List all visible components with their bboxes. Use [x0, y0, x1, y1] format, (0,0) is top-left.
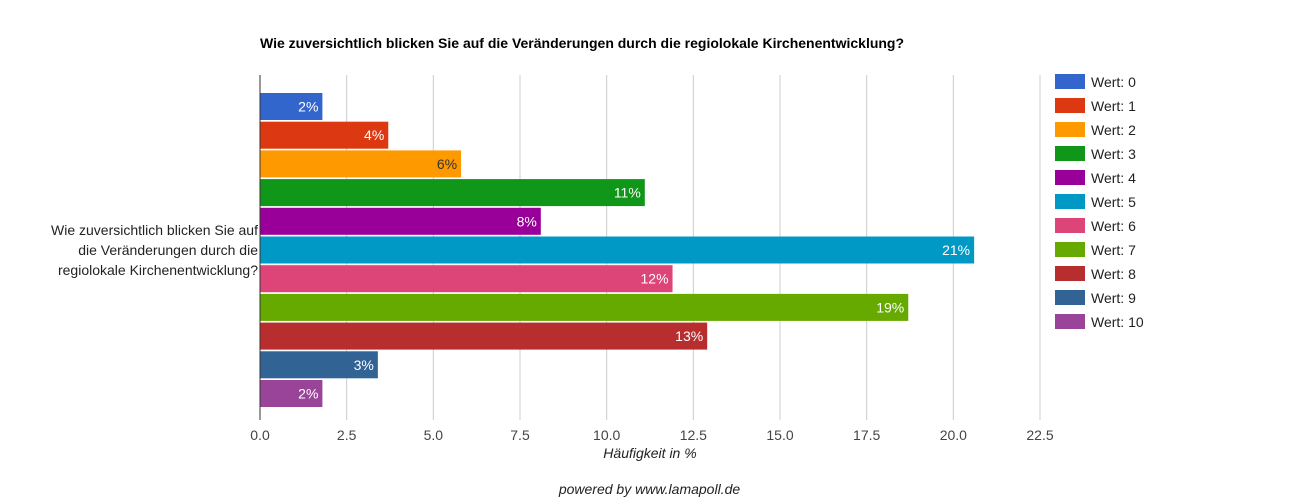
x-tick-label: 15.0: [766, 427, 793, 443]
bar-data-label: 2%: [298, 386, 318, 402]
x-tick-label: 12.5: [680, 427, 707, 443]
legend-label: Wert: 9: [1091, 290, 1136, 306]
legend-label: Wert: 4: [1091, 170, 1136, 186]
bar-data-label: 3%: [354, 357, 374, 373]
legend-swatch: [1055, 314, 1085, 329]
bar-data-label: 8%: [517, 213, 537, 229]
bar-0: [260, 93, 323, 120]
legend-label: Wert: 2: [1091, 122, 1136, 138]
bar-data-label: 4%: [364, 127, 384, 143]
bar-data-label: 12%: [641, 271, 669, 287]
powered-by-footer[interactable]: powered by www.lamapoll.de: [558, 481, 741, 497]
legend-label: Wert: 5: [1091, 194, 1136, 210]
x-tick-label: 20.0: [940, 427, 967, 443]
bar-data-label: 21%: [942, 242, 970, 258]
x-tick-label: 7.5: [510, 427, 530, 443]
legend-swatch: [1055, 146, 1085, 161]
legend-swatch: [1055, 218, 1085, 233]
bar-4: [260, 207, 541, 235]
x-tick-label: 0.0: [250, 427, 270, 443]
legend-swatch: [1055, 290, 1085, 305]
x-tick-label: 2.5: [337, 427, 357, 443]
legend-swatch: [1055, 242, 1085, 257]
bar-10: [260, 380, 323, 407]
x-tick-label: 17.5: [853, 427, 880, 443]
legend-label: Wert: 7: [1091, 242, 1136, 258]
x-tick-label: 5.0: [424, 427, 444, 443]
chart-title: Wie zuversichtlich blicken Sie auf die V…: [260, 35, 905, 51]
bar-3: [260, 179, 645, 207]
bar-6: [260, 265, 673, 293]
x-axis-title: Häufigkeit in %: [603, 445, 696, 461]
legend-label: Wert: 3: [1091, 146, 1136, 162]
legend-label: Wert: 8: [1091, 266, 1136, 282]
legend-label: Wert: 6: [1091, 218, 1136, 234]
x-tick-label: 10.0: [593, 427, 620, 443]
category-label: regiolokale Kirchenentwicklung?: [58, 262, 258, 278]
bar-7: [260, 293, 909, 321]
bar-5: [260, 236, 975, 264]
x-tick-label: 22.5: [1026, 427, 1053, 443]
bar-1: [260, 121, 389, 149]
legend-label: Wert: 1: [1091, 98, 1136, 114]
legend-swatch: [1055, 170, 1085, 185]
bar-data-label: 2%: [298, 99, 318, 115]
category-label: die Veränderungen durch die: [78, 242, 258, 258]
bar-2: [260, 150, 462, 178]
category-label: Wie zuversichtlich blicken Sie auf: [51, 222, 258, 238]
bar-data-label: 11%: [614, 185, 641, 201]
legend-swatch: [1055, 266, 1085, 281]
legend-swatch: [1055, 122, 1085, 137]
bar-9: [260, 351, 378, 379]
legend-swatch: [1055, 194, 1085, 209]
bar-data-label: 6%: [437, 156, 457, 172]
legend-swatch: [1055, 74, 1085, 89]
bar-8: [260, 322, 708, 350]
legend-swatch: [1055, 98, 1085, 113]
bar-data-label: 13%: [675, 328, 703, 344]
bar-data-label: 19%: [876, 299, 904, 315]
legend-label: Wert: 10: [1091, 314, 1144, 330]
legend-label: Wert: 0: [1091, 74, 1136, 90]
